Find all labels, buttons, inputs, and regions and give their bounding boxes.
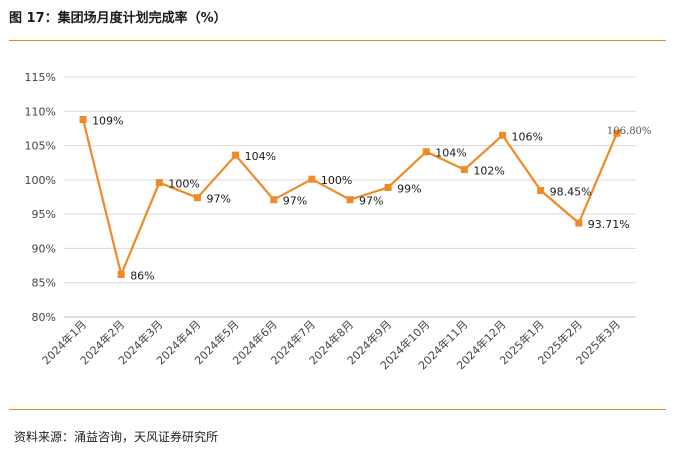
data-label: 106% bbox=[512, 130, 543, 143]
data-label: 93.71% bbox=[588, 218, 630, 231]
data-point-marker bbox=[117, 270, 125, 278]
data-point-marker bbox=[384, 183, 392, 191]
data-label: 97% bbox=[206, 193, 230, 206]
data-point-marker bbox=[232, 151, 240, 159]
data-label: 97% bbox=[359, 195, 383, 208]
data-point-marker bbox=[308, 175, 316, 183]
data-label: 102% bbox=[473, 165, 504, 178]
data-point-marker bbox=[575, 219, 583, 227]
x-axis-ticks: 2024年1月2024年2月2024年3月2024年4月2024年5月2024年… bbox=[39, 317, 623, 372]
data-label: 99% bbox=[397, 182, 421, 195]
data-label: 104% bbox=[245, 150, 276, 163]
y-tick-label: 110% bbox=[25, 105, 56, 118]
y-tick-label: 105% bbox=[25, 140, 56, 153]
data-point-marker bbox=[346, 196, 354, 204]
data-point-marker bbox=[613, 129, 621, 137]
line-chart: 80% 85% 90% 95% 100% 105% 110% 115% 2024年1月2024… bbox=[25, 71, 652, 372]
series-markers bbox=[79, 116, 621, 278]
data-label: 98.45% bbox=[550, 185, 592, 198]
data-point-marker bbox=[193, 194, 201, 202]
y-tick-label: 95% bbox=[32, 208, 56, 221]
y-tick-label: 85% bbox=[32, 277, 56, 290]
header-divider bbox=[9, 40, 666, 41]
data-label: 104% bbox=[435, 147, 466, 160]
y-tick-label: 115% bbox=[25, 71, 56, 84]
data-labels: 109% 86% 100% 97% 104% 97% 100% 97% 99% 104% 102% 1… bbox=[92, 115, 651, 283]
footer-divider bbox=[9, 409, 666, 410]
data-point-marker bbox=[270, 196, 278, 204]
data-label: 86% bbox=[130, 269, 154, 282]
data-label: 109% bbox=[92, 115, 123, 128]
y-tick-label: 80% bbox=[32, 311, 56, 324]
data-point-marker bbox=[499, 131, 507, 139]
data-point-marker bbox=[537, 186, 545, 194]
data-point-marker bbox=[155, 179, 163, 187]
data-label: 97% bbox=[283, 195, 307, 208]
source-note: 资料来源：涌益咨询，天风证券研究所 bbox=[14, 430, 219, 444]
data-point-marker bbox=[422, 148, 430, 156]
data-label: 106.80% bbox=[607, 126, 652, 137]
data-label: 100% bbox=[321, 174, 352, 187]
data-label: 100% bbox=[168, 178, 199, 191]
y-axis-ticks: 80% 85% 90% 95% 100% 105% 110% 115% bbox=[25, 71, 56, 324]
y-tick-label: 100% bbox=[25, 174, 56, 187]
chart-title: 图 17：集团场月度计划完成率（%） bbox=[9, 11, 227, 26]
data-point-marker bbox=[460, 166, 468, 174]
data-point-marker bbox=[79, 116, 87, 124]
y-tick-label: 90% bbox=[32, 242, 56, 255]
